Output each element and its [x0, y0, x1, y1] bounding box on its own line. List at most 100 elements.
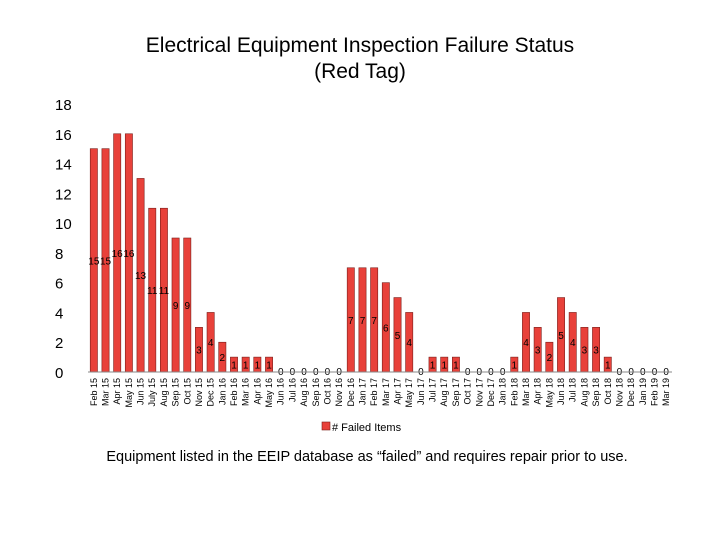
y-tick-label: 18: [55, 97, 72, 114]
x-tick-label: Feb 15: [89, 378, 99, 406]
data-label: 1: [512, 361, 518, 372]
bars: [89, 133, 612, 373]
data-label: 9: [184, 301, 190, 312]
x-tick-label: Mar 17: [381, 378, 391, 406]
x-tick-label: Jul 18: [568, 378, 578, 402]
x-tick-label: Jan 19: [638, 378, 648, 405]
data-label: 7: [360, 316, 366, 327]
x-tick-label: Jun 15: [136, 378, 146, 405]
data-label: 1: [255, 361, 261, 372]
x-tick-label: Aug 16: [299, 378, 309, 407]
data-label: 3: [535, 346, 541, 357]
x-tick-label: Dec 18: [626, 378, 636, 407]
x-tick-label: Oct 16: [322, 378, 332, 405]
x-tick-label: Jan 18: [498, 378, 508, 405]
data-label: 4: [570, 338, 576, 349]
data-label: 1: [605, 361, 611, 372]
data-label: 1: [243, 361, 249, 372]
x-tick-label: Apr 16: [252, 378, 262, 405]
data-label: 1: [231, 361, 237, 372]
x-tick-label: Sep 16: [311, 378, 321, 407]
y-tick-label: 16: [55, 127, 72, 144]
x-tick-label: Jul 17: [428, 378, 438, 402]
x-tick-label: Sep 17: [451, 378, 461, 407]
x-tick-label: Nov 15: [194, 378, 204, 407]
x-axis: Feb 15 Mar 15 Apr 15 May 15 Jun 15 July 15 Aug…: [88, 371, 672, 408]
data-label: 11: [159, 286, 170, 297]
y-tick-label: 0: [55, 365, 63, 382]
x-tick-label: May 16: [264, 378, 274, 408]
x-tick-label: Mar 15: [101, 378, 111, 406]
x-tick-label: Dec 17: [486, 378, 496, 407]
data-label: 15: [88, 256, 100, 267]
data-label: 3: [593, 346, 599, 357]
data-label: 4: [406, 338, 412, 349]
y-tick-label: 6: [55, 276, 63, 293]
y-tick-label: 14: [55, 157, 72, 174]
data-label: 4: [208, 338, 214, 349]
x-tick-label: May 15: [124, 378, 134, 408]
x-tick-label: Mar 16: [241, 378, 251, 406]
x-tick-label: Apr 18: [533, 378, 543, 405]
x-tick-label: Aug 15: [159, 378, 169, 407]
y-tick-label: 12: [55, 186, 72, 203]
data-label: 7: [371, 316, 377, 327]
data-label: 1: [266, 361, 272, 372]
data-label: 6: [383, 323, 389, 334]
x-tick-label: Nov 17: [474, 378, 484, 407]
x-tick-label: Mar 19: [661, 378, 671, 406]
x-tick-label: Feb 18: [509, 378, 519, 406]
data-label: 11: [147, 286, 158, 297]
x-tick-label: Apr 15: [112, 378, 122, 405]
chart-title-line-1: Electrical Equipment Inspection Failure …: [145, 34, 575, 57]
data-label: 4: [523, 338, 529, 349]
x-tick-label: Feb 17: [369, 378, 379, 406]
x-tick-label: Jan 17: [357, 378, 367, 405]
y-axis: 0 2 4 6 8 10 12 14 16 18: [55, 97, 72, 382]
x-tick-label: Jul 16: [287, 378, 297, 402]
data-label: 5: [395, 331, 401, 342]
data-label: 7: [348, 316, 354, 327]
x-tick-label: Dec 15: [206, 378, 216, 407]
x-tick-label: Oct 15: [182, 378, 192, 405]
x-tick-label: Jun 16: [276, 378, 286, 405]
legend: # Failed Items: [321, 421, 402, 434]
y-tick-label: 4: [55, 305, 63, 322]
x-tick-label: Oct 17: [463, 378, 473, 405]
data-label: 2: [220, 353, 226, 364]
data-label: 3: [582, 346, 588, 357]
data-label: 5: [558, 331, 564, 342]
y-tick-label: 2: [55, 335, 63, 352]
x-tick-label: Aug 18: [579, 378, 589, 407]
x-tick-label: July 15: [147, 378, 157, 407]
data-label: 1: [441, 361, 447, 372]
chart-title-line-2: (Red Tag): [314, 60, 406, 83]
x-tick-label: Sep 18: [591, 378, 601, 407]
data-label: 16: [112, 249, 124, 260]
x-tick-label: Oct 18: [603, 378, 613, 405]
data-label: 1: [430, 361, 436, 372]
data-label: 3: [196, 346, 202, 357]
x-tick-label: Apr 17: [393, 378, 403, 405]
x-tick-label: Jun 17: [416, 378, 426, 405]
x-tick-label: Aug 17: [439, 378, 449, 407]
data-label: 16: [123, 249, 135, 260]
legend-label: # Failed Items: [332, 422, 402, 434]
x-tick-label: Jan 16: [217, 378, 227, 405]
data-label: 9: [173, 301, 179, 312]
y-tick-label: 8: [55, 246, 63, 263]
x-tick-label: Jun 18: [556, 378, 566, 405]
data-label: 13: [135, 271, 147, 282]
x-tick-label: Feb 19: [649, 378, 659, 406]
x-tick-label: May 18: [544, 378, 554, 408]
data-label: 15: [100, 256, 112, 267]
data-label: 1: [453, 361, 459, 372]
chart-caption: Equipment listed in the EEIP database as…: [106, 449, 628, 465]
data-label: 2: [547, 353, 553, 364]
x-tick-label: May 17: [404, 378, 414, 408]
legend-swatch: [321, 421, 331, 431]
y-tick-label: 10: [55, 216, 72, 233]
x-tick-label: Feb 16: [229, 378, 239, 406]
x-tick-label: Dec 16: [346, 378, 356, 407]
